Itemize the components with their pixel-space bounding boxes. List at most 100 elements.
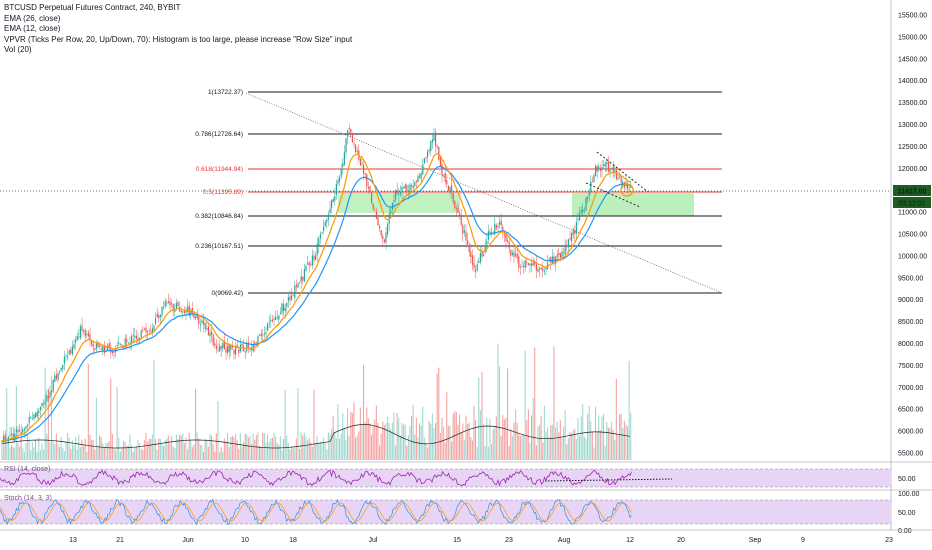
candle-body — [318, 238, 320, 246]
candle-body — [470, 251, 472, 257]
volume-bar — [483, 424, 485, 460]
trend-line[interactable] — [245, 92, 723, 294]
candle-body — [486, 241, 488, 245]
volume-bar — [331, 429, 333, 460]
volume-bar — [316, 435, 318, 460]
volume-legend[interactable]: Vol (20) — [4, 45, 32, 54]
wedge-upper[interactable] — [596, 151, 649, 193]
candle-body — [49, 391, 51, 398]
candle-body — [319, 233, 321, 239]
candle-body — [393, 199, 395, 202]
volume-bar — [139, 443, 141, 460]
price-pane[interactable]: 1(13722.37) 0.786(12726.64) 0.618(11944.94… — [0, 0, 891, 462]
volume-bar — [113, 448, 115, 460]
candle-body — [76, 335, 78, 340]
price-tick-label: 14000.00 — [898, 78, 927, 85]
volume-bar — [388, 422, 390, 460]
candle-body — [598, 166, 600, 170]
candle-body — [575, 222, 577, 234]
candle-body — [604, 163, 606, 167]
volume-bar — [236, 440, 238, 460]
volume-bar — [404, 424, 406, 460]
candle-body — [564, 244, 566, 255]
volume-bar — [207, 446, 209, 460]
candle-body — [268, 321, 270, 323]
ema26-line — [1, 165, 631, 442]
candle-body — [131, 335, 133, 344]
volume-bar — [529, 443, 531, 460]
volume-bar — [492, 429, 494, 460]
volume-bar — [132, 451, 134, 460]
volume-bar — [551, 424, 553, 460]
candle-body — [401, 186, 403, 191]
ema26-legend[interactable]: EMA (26, close) — [4, 13, 61, 23]
wedge-lower[interactable] — [585, 182, 641, 208]
symbol-title[interactable]: BTCUSD Perpetual Futures Contract, 240, … — [4, 3, 181, 12]
volume-bar — [276, 442, 278, 460]
candle-body — [284, 307, 286, 311]
volume-bar — [465, 415, 467, 460]
volume-bar — [380, 433, 382, 460]
candle-body — [87, 332, 89, 337]
volume-bar — [526, 420, 528, 460]
candle-body — [207, 326, 209, 336]
price-tick-label: 12000.00 — [898, 166, 927, 173]
volume-bar — [33, 447, 35, 460]
candle-body — [55, 374, 57, 379]
volume-bar — [371, 434, 373, 460]
volume-bar — [193, 444, 195, 460]
volume-bar — [263, 433, 265, 460]
volume-bar — [518, 434, 520, 460]
volume-bar — [185, 437, 187, 460]
stoch-label[interactable]: Stoch (14, 3, 3) — [4, 495, 52, 502]
volume-bar — [135, 446, 137, 460]
candle-body — [580, 210, 582, 213]
candle-body — [190, 309, 192, 315]
ema12-legend[interactable]: EMA (12, close) — [4, 24, 61, 33]
rsi-pane[interactable]: RSI (14, close) 50.00 — [0, 461, 932, 488]
volume-bar — [161, 443, 163, 460]
candle-body — [503, 233, 505, 235]
candle-body — [228, 343, 230, 353]
volume-bar — [350, 412, 352, 460]
rsi-trend-line[interactable] — [544, 478, 673, 482]
volume-bar — [97, 445, 99, 460]
time-tick-label: 23 — [885, 537, 893, 544]
candle-body — [620, 176, 622, 184]
candle-body — [446, 180, 448, 185]
candle-body — [222, 342, 224, 349]
stoch-pane[interactable]: Stoch (14, 3, 3) 100.00 50.00 0.00 — [0, 489, 932, 535]
fib-level-label: 0(9069.42) — [212, 290, 243, 297]
time-axis[interactable]: 13 21 Jun 10 18 Jul 15 23 Aug 12 20 Sep 9 23 — [0, 529, 932, 544]
candle-body — [177, 301, 179, 307]
candle-body — [219, 345, 221, 352]
candle-body — [292, 295, 294, 297]
volume-bar — [94, 449, 96, 460]
candle-body — [563, 252, 565, 254]
volume-bar — [406, 445, 408, 460]
volume-bar — [479, 410, 481, 460]
candle-body — [183, 311, 185, 314]
volume-bar — [361, 425, 363, 460]
candle-body — [307, 263, 309, 265]
volume-bar — [204, 438, 206, 460]
highlight-circle[interactable] — [620, 183, 634, 197]
volume-bar — [22, 447, 24, 460]
volume-bar — [302, 435, 304, 460]
volume-bar — [143, 440, 145, 460]
volume-bar — [575, 439, 577, 460]
candle-body — [385, 232, 387, 243]
volume-bar — [99, 435, 101, 460]
candle-body — [471, 255, 473, 265]
price-axis[interactable]: 15500.00 15000.00 14500.00 14000.00 13500.00… — [890, 0, 932, 530]
candle-body — [209, 332, 211, 336]
volume-bar — [614, 440, 616, 460]
rsi-label[interactable]: RSI (14, close) — [4, 466, 50, 473]
candle-body — [99, 345, 101, 347]
candle-body — [310, 264, 312, 266]
time-tick-label: 20 — [677, 537, 685, 544]
vpvr-legend[interactable]: VPVR (Ticks Per Row, 20, Up/Down, 70): H… — [4, 34, 353, 44]
fibonacci-retracement[interactable]: 1(13722.37) 0.786(12726.64) 0.618(11944.94… — [195, 89, 722, 297]
demand-zone-right[interactable] — [572, 193, 694, 216]
